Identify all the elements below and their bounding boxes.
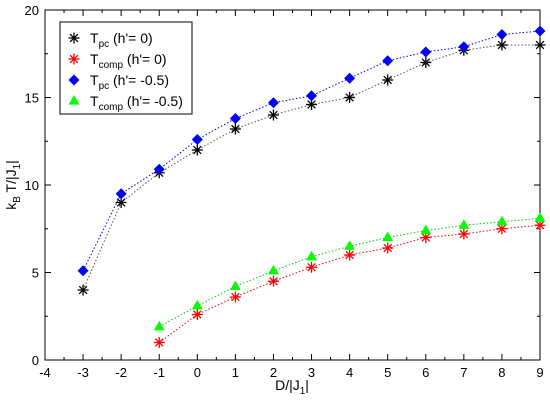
legend-marker: [68, 32, 80, 44]
data-point: [229, 113, 241, 124]
data-point: [344, 249, 356, 261]
x-axis-label: D/|J1|: [275, 377, 309, 397]
x-tick-label: 0: [194, 365, 201, 380]
data-point: [534, 212, 546, 222]
data-point: [77, 284, 89, 296]
data-point: [382, 231, 394, 242]
x-tick-label: -3: [77, 365, 89, 380]
legend-label: Tcomp (h'= 0): [90, 51, 167, 71]
data-point: [267, 109, 279, 121]
legend-label: Tcomp (h'= -0.5): [90, 93, 183, 113]
legend-marker: [68, 53, 80, 65]
data-point: [153, 337, 165, 348]
data-point: [115, 188, 127, 200]
y-tick-label: 0: [32, 353, 39, 368]
data-point: [77, 265, 89, 277]
data-point: [267, 275, 279, 287]
data-point: [191, 134, 203, 145]
x-tick-label: 2: [270, 365, 277, 380]
y-tick-label: 10: [25, 178, 39, 193]
y-tick-label: 20: [25, 3, 39, 18]
x-tick-label: 3: [308, 365, 315, 380]
data-point: [420, 232, 432, 243]
data-point: [344, 92, 356, 103]
x-tick-label: 4: [346, 365, 353, 380]
x-tick-label: -4: [39, 365, 51, 380]
y-tick-label: 15: [25, 91, 39, 106]
data-point: [496, 215, 508, 226]
legend-marker: [68, 74, 80, 86]
data-point: [382, 242, 394, 254]
data-point: [496, 39, 508, 51]
series-t-comp-h-0: [153, 219, 546, 348]
series-t-comp-h-0-5: [153, 212, 546, 331]
data-point: [115, 197, 127, 208]
x-tick-label: 9: [536, 365, 543, 380]
data-point: [458, 228, 470, 240]
data-point: [267, 97, 279, 109]
series-line: [158, 217, 541, 328]
data-point: [229, 123, 241, 135]
x-tick-label: 6: [422, 365, 429, 380]
legend-box: [59, 21, 193, 115]
data-point: [229, 291, 241, 303]
data-point: [191, 309, 203, 320]
data-point: [420, 224, 432, 235]
data-point: [458, 219, 470, 229]
data-point: [268, 264, 279, 275]
series-layer: [77, 25, 546, 348]
data-point: [306, 90, 318, 102]
x-tick-label: 8: [498, 365, 505, 380]
x-tick-label: 7: [460, 365, 467, 380]
data-point: [344, 72, 356, 84]
data-point: [306, 250, 317, 261]
data-point: [153, 320, 165, 331]
legend-marker: [68, 95, 80, 105]
data-point: [420, 46, 432, 58]
data-point: [306, 261, 318, 273]
data-point: [191, 299, 203, 310]
legend-label: Tpc (h'= 0): [90, 30, 153, 50]
data-point: [153, 163, 165, 175]
x-tick-label: 1: [232, 365, 239, 380]
data-point: [382, 74, 394, 86]
y-tick-label: 5: [32, 266, 39, 281]
x-tick-label: -2: [115, 365, 127, 380]
data-point: [420, 57, 432, 68]
data-point: [534, 25, 546, 37]
x-tick-label: -1: [153, 365, 165, 380]
data-point: [344, 240, 356, 250]
y-axis-label: kB T/|J1|: [3, 160, 23, 210]
data-point: [534, 39, 546, 51]
data-point: [382, 55, 394, 67]
x-tick-label: 5: [384, 365, 391, 380]
legend-label: Tpc (h'= -0.5): [90, 72, 169, 92]
data-point: [496, 29, 508, 40]
data-point: [229, 280, 241, 291]
ticks-layer: -4 -3 -2 -1 0 1 2 3 4 5 6 7 8 9 0 5 10 15 20: [25, 3, 544, 380]
data-point: [191, 144, 203, 156]
series-t-pc-h-0-5: [77, 25, 546, 277]
data-point: [458, 41, 470, 53]
legend: Tpc (h'= 0)Tcomp (h'= 0)Tpc (h'= -0.5)Tc…: [59, 21, 193, 115]
